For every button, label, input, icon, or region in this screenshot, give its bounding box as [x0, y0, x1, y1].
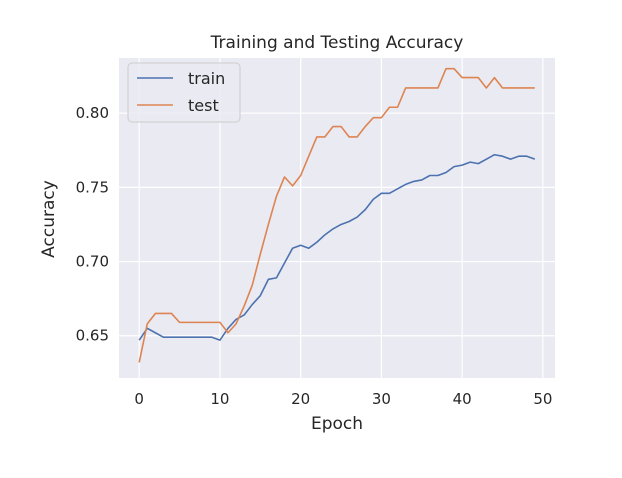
- x-tick-label: 30: [372, 390, 391, 408]
- x-tick-label: 50: [533, 390, 552, 408]
- x-tick-label: 0: [134, 390, 144, 408]
- y-tick-label: 0.70: [76, 253, 109, 271]
- legend: train test: [127, 62, 241, 123]
- legend-label-test: test: [188, 96, 219, 115]
- x-tick-label: 20: [291, 390, 310, 408]
- x-tick-label: 40: [453, 390, 472, 408]
- legend-label-train: train: [188, 69, 225, 88]
- series-line-test: [138, 67, 535, 363]
- chart-title: Training and Testing Accuracy: [210, 33, 464, 53]
- y-tick-label: 0.65: [76, 327, 109, 345]
- x-axis-label: Epoch: [311, 414, 363, 434]
- series-line-train: [138, 153, 536, 341]
- y-tick-label: 0.80: [76, 104, 109, 122]
- y-tick-labels: 0.65 0.70 0.75 0.80: [76, 104, 109, 345]
- series-lines: [138, 67, 536, 363]
- x-tick-labels: 0 10 20 30 40 50: [134, 390, 552, 408]
- x-tick-label: 10: [210, 390, 229, 408]
- grid-lines: [119, 58, 555, 378]
- y-axis-label: Accuracy: [39, 180, 59, 258]
- y-tick-label: 0.75: [76, 178, 109, 196]
